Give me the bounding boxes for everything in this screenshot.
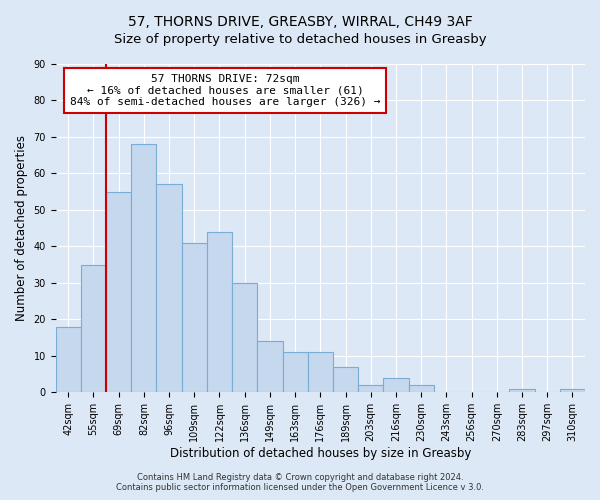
Text: 57, THORNS DRIVE, GREASBY, WIRRAL, CH49 3AF: 57, THORNS DRIVE, GREASBY, WIRRAL, CH49 … <box>128 15 472 29</box>
Bar <box>509 388 535 392</box>
Bar <box>560 388 585 392</box>
Bar <box>131 144 157 392</box>
Bar <box>283 352 308 393</box>
Bar <box>182 243 207 392</box>
Bar <box>232 283 257 393</box>
Bar <box>409 385 434 392</box>
X-axis label: Distribution of detached houses by size in Greasby: Distribution of detached houses by size … <box>170 447 471 460</box>
Y-axis label: Number of detached properties: Number of detached properties <box>15 135 28 321</box>
Text: Contains HM Land Registry data © Crown copyright and database right 2024.
Contai: Contains HM Land Registry data © Crown c… <box>116 473 484 492</box>
Bar <box>207 232 232 392</box>
Bar <box>308 352 333 393</box>
Bar <box>56 326 81 392</box>
Text: 57 THORNS DRIVE: 72sqm
← 16% of detached houses are smaller (61)
84% of semi-det: 57 THORNS DRIVE: 72sqm ← 16% of detached… <box>70 74 380 107</box>
Bar <box>81 264 106 392</box>
Bar <box>106 192 131 392</box>
Bar <box>257 342 283 392</box>
Bar <box>383 378 409 392</box>
Bar <box>333 367 358 392</box>
Bar <box>157 184 182 392</box>
Text: Size of property relative to detached houses in Greasby: Size of property relative to detached ho… <box>113 32 487 46</box>
Bar <box>358 385 383 392</box>
